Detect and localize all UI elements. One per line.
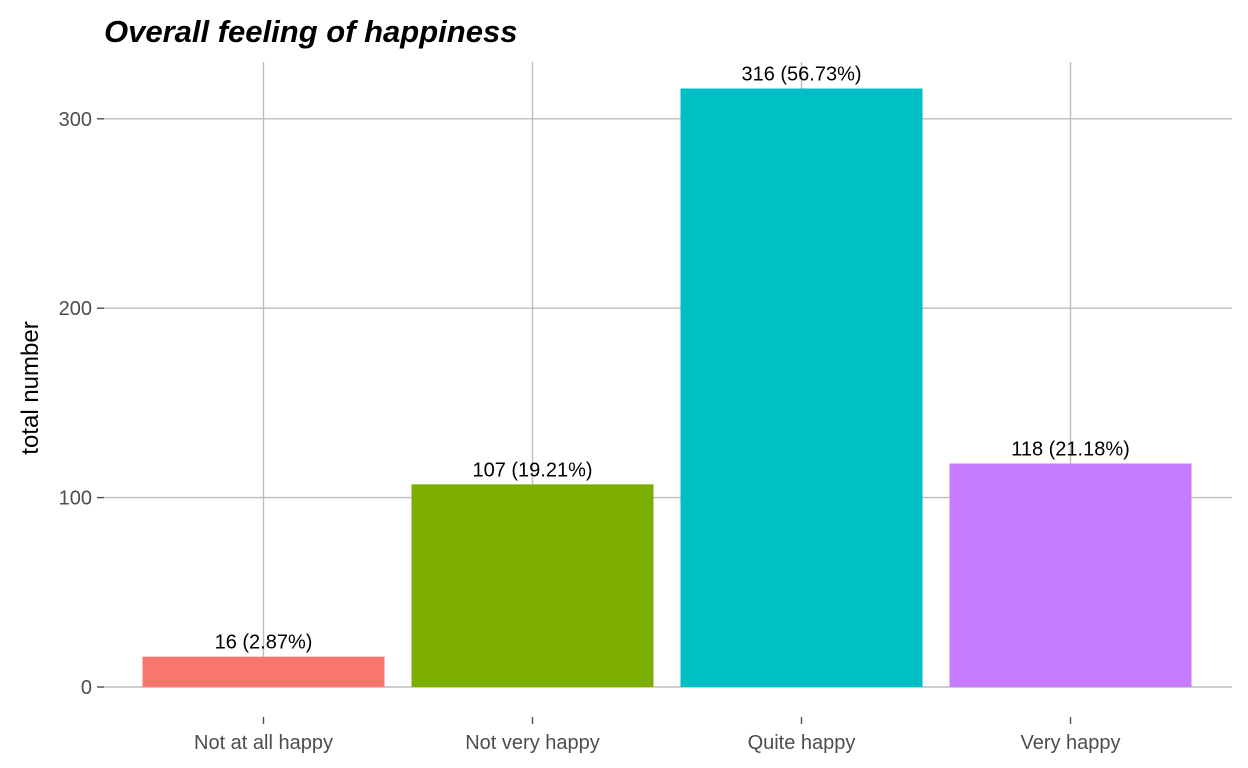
y-axis-label: total number <box>17 321 44 454</box>
bars <box>142 88 1192 688</box>
y-tick-label: 100 <box>59 488 92 510</box>
bar-data-label: 16 (2.87%) <box>215 632 313 654</box>
bar <box>949 463 1192 687</box>
bar-data-label: 316 (56.73%) <box>741 63 861 85</box>
x-tick-label: Not at all happy <box>194 732 333 754</box>
y-tick-label: 0 <box>81 677 92 699</box>
y-tick-label: 200 <box>59 298 92 320</box>
bar <box>411 484 654 687</box>
x-axis: Not at all happy Not very happy Quite happ… <box>194 717 1121 754</box>
bar-data-label: 118 (21.18%) <box>1011 439 1130 461</box>
y-tick-label: 300 <box>59 109 92 131</box>
data-labels: 16 (2.87%) 107 (19.21%) 316 (56.73%) 118 (2… <box>215 63 1130 653</box>
bar <box>680 88 923 688</box>
y-axis: 0 100 200 300 <box>59 109 104 699</box>
chart-title: Overall feeling of happiness <box>104 14 517 49</box>
x-tick-label: Not very happy <box>465 732 600 754</box>
x-tick-label: Very happy <box>1020 732 1120 754</box>
x-tick-label: Quite happy <box>748 732 856 754</box>
bar <box>142 656 385 687</box>
bar-data-label: 107 (19.21%) <box>472 459 592 481</box>
